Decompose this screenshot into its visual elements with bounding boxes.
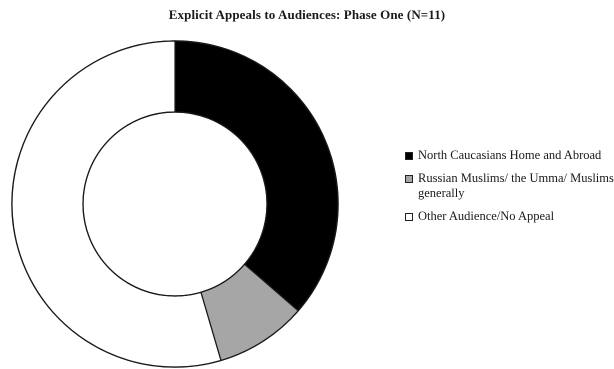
legend-label: North Caucasians Home and Abroad <box>418 148 602 162</box>
legend-swatch-white <box>405 213 413 221</box>
chart-title: Explicit Appeals to Audiences: Phase One… <box>168 7 446 22</box>
legend-label: Other Audience/No Appeal <box>418 209 555 223</box>
legend-swatch-black <box>405 152 413 160</box>
donut-hole <box>82 111 268 297</box>
legend-label: Russian Muslims/ the Umma/ Muslims gener… <box>418 171 614 200</box>
chart-legend: North Caucasians Home and Abroad Russian… <box>405 148 614 232</box>
legend-item-other-audience: Other Audience/No Appeal <box>405 209 614 224</box>
legend-item-russian-muslims: Russian Muslims/ the Umma/ Muslims gener… <box>405 171 614 201</box>
legend-swatch-gray <box>405 175 413 183</box>
legend-item-north-caucasians: North Caucasians Home and Abroad <box>405 148 614 163</box>
